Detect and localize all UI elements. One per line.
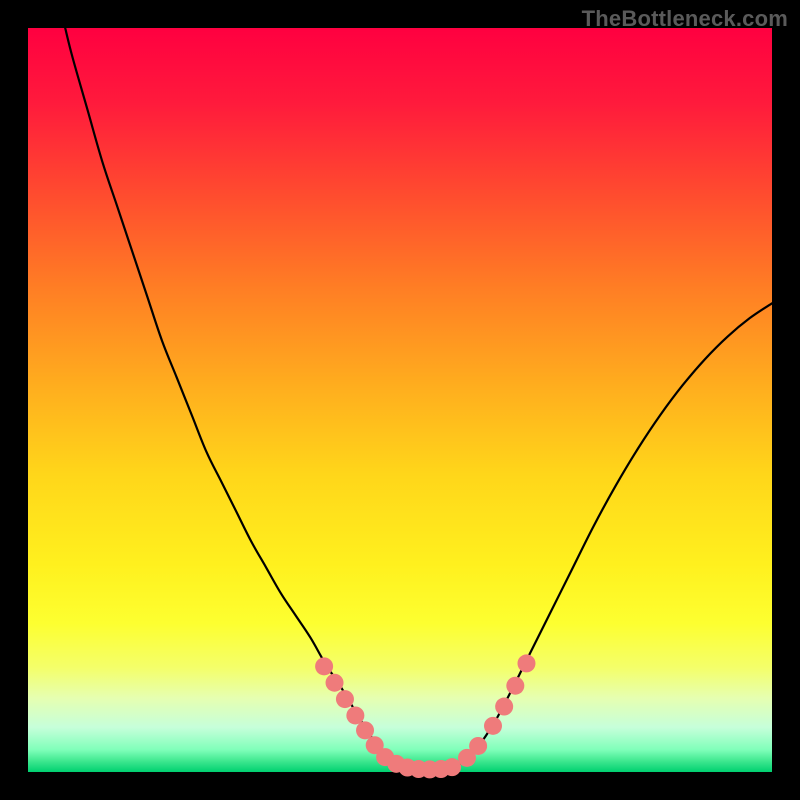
watermark-text: TheBottleneck.com xyxy=(582,6,788,32)
gradient-background xyxy=(28,28,772,772)
chart-container: TheBottleneck.com xyxy=(0,0,800,800)
